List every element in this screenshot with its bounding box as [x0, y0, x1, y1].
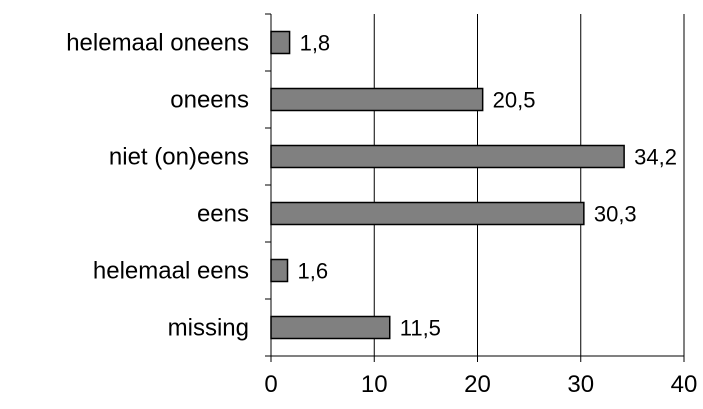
x-tick-label-1: 10 [361, 371, 388, 398]
data-label-0: 1,8 [300, 31, 331, 56]
category-label-1: oneens [170, 87, 249, 114]
bar-3 [270, 201, 585, 226]
bar-2 [270, 144, 625, 169]
bar-4 [270, 258, 289, 283]
category-label-4: helemaal eens [93, 258, 249, 285]
axes [265, 13, 685, 362]
x-tick-label-0: 0 [264, 371, 277, 398]
data-label-1: 20,5 [493, 88, 536, 113]
bar-0 [270, 30, 291, 55]
data-label-4: 1,6 [298, 259, 329, 284]
bar-5 [270, 315, 391, 340]
x-tick-label-2: 20 [464, 371, 491, 398]
category-label-5: missing [168, 315, 249, 342]
data-label-5: 11,5 [400, 316, 441, 341]
data-label-2: 34,2 [634, 145, 677, 170]
bar-1 [270, 87, 484, 112]
bars [270, 30, 625, 340]
category-label-0: helemaal oneens [66, 30, 249, 57]
gridlines [373, 14, 685, 356]
x-tick-label-4: 40 [671, 371, 698, 398]
category-label-2: niet (on)eens [109, 144, 249, 171]
labels: 0 10 20 30 40 helemaal oneens 1,8 oneens 20,5 nie… [66, 30, 697, 399]
x-tick-label-3: 30 [567, 371, 594, 398]
category-label-3: eens [197, 201, 249, 228]
data-label-3: 30,3 [594, 202, 637, 227]
